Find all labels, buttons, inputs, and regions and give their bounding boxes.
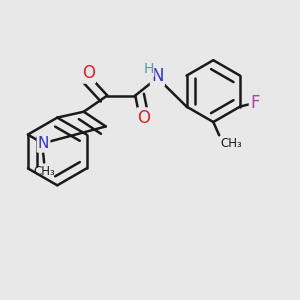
Text: CH₃: CH₃ <box>33 166 55 178</box>
Text: N: N <box>151 68 164 85</box>
Text: CH₃: CH₃ <box>221 137 242 150</box>
Text: O: O <box>82 64 95 82</box>
Text: H: H <box>143 62 154 76</box>
Text: O: O <box>138 109 151 127</box>
Text: F: F <box>250 94 260 112</box>
Text: N: N <box>38 136 49 152</box>
